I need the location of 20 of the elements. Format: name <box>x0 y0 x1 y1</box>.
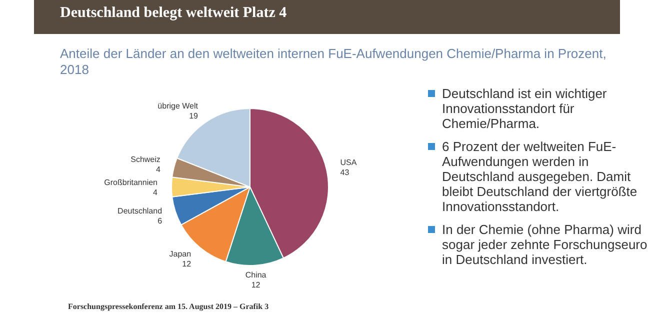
chart-title: Deutschland belegt weltweit Platz 4 <box>34 0 620 34</box>
text: Deutschland ist ein wichtiger Innovationsstandort für Chemie/Pharma. <box>442 86 607 131</box>
data-label: 6 <box>158 216 163 226</box>
slice-label: übrige Welt <box>158 101 199 110</box>
data-label: 12 <box>251 280 261 290</box>
text: In der Chemie (ohne Pharma) wird sogar jeder zehnte Forschungseuro in Deutschland investiert. <box>442 222 648 267</box>
text: 6 Prozent der weltweiten FuE-Aufwendungen werden in Deutschland ausgegeben. Damit bleibt Deutschland der viertgrößte Innovationsstandort. <box>442 139 638 214</box>
data-label: 12 <box>182 259 192 268</box>
text: Forschungspressekonferenz am 15. August 2019 – Grafik 3 <box>68 302 269 311</box>
slice-label: China <box>245 270 267 280</box>
data-label: 19 <box>189 111 199 120</box>
slice-label: Japan <box>169 249 192 258</box>
chart-subtitle: Anteile der Länder an den weltweiten internen FuE-Aufwendungen Chemie/Pharma in Prozent, 2018 <box>60 46 608 78</box>
data-label: 4 <box>153 188 158 197</box>
slice-label: Deutschland <box>118 206 162 216</box>
slice-label: USA <box>340 158 358 167</box>
data-label: 4 <box>156 164 161 174</box>
slice-label: Schweiz <box>130 154 160 164</box>
data-label: 43 <box>340 168 350 177</box>
slice-label: Großbritannien <box>104 178 158 187</box>
